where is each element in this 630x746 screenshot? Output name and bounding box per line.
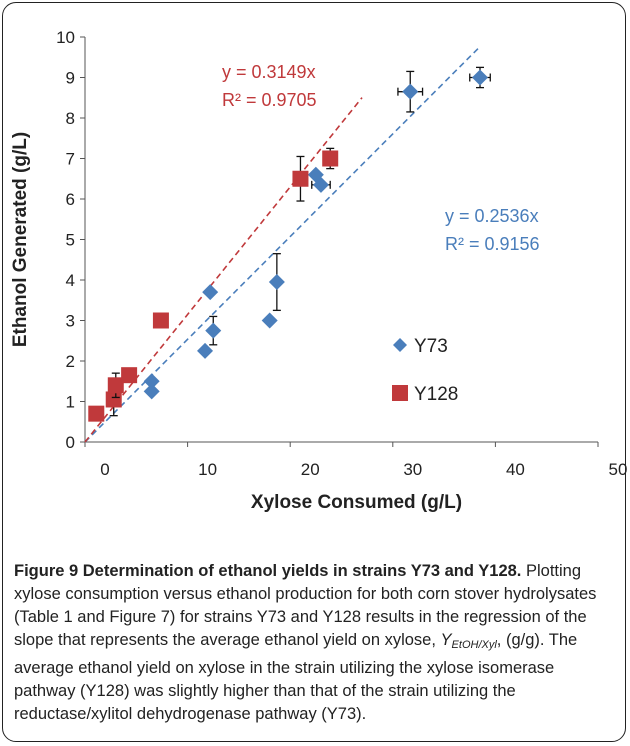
data-point-y128 [105,391,122,408]
y-tick-label: 5 [66,231,75,250]
x-tick-label: 10 [198,460,217,479]
caption-body-after: , (g/g). The average ethanol yield on xy… [14,631,578,723]
trendline-r2-y73: R² = 0.9156 [445,234,540,254]
legend-label-y128: Y128 [414,384,458,405]
y-axis-title: Ethanol Generated (g/L) [10,132,31,347]
data-point-y73 [268,274,285,291]
x-tick-label: 30 [403,460,422,479]
data-point-y73 [205,322,222,339]
data-point-y73 [197,342,214,359]
data-point-y73 [143,383,160,400]
data-point-y73 [312,176,329,193]
data-point-y73 [202,284,219,301]
y-tick-label: 10 [56,28,75,47]
y-tick-label: 3 [66,312,75,331]
y-tick-label: 2 [66,352,75,371]
x-tick-label: 40 [506,460,525,479]
data-point-y73 [472,69,489,86]
data-point-y73 [402,83,419,100]
scatter-chart: 0 1 2 3 4 5 6 7 8 9 10 0 10 20 30 40 50 Xylose Consumed (… [10,28,628,513]
data-point-y128 [88,405,105,422]
y-tick-label: 4 [66,271,75,290]
legend-marker-y73 [393,338,407,352]
y-tick-label: 1 [66,393,75,412]
y-tick-label: 8 [66,109,75,128]
trendline-y128 [84,97,363,443]
trendline-equation-y73: y = 0.2536x [445,206,539,226]
legend-marker-y128 [392,385,408,401]
x-tick-label: 50 [609,460,628,479]
data-point-y128 [152,312,169,329]
data-point-y128 [121,367,138,384]
y-tick-label: 7 [66,150,75,169]
caption-body-before: Plotting xylose consumption versus ethan… [14,562,597,649]
data-point-y73 [143,373,160,390]
yield-symbol: Y [440,631,452,649]
data-point-y128 [107,377,124,394]
x-tick-label: 20 [301,460,320,479]
x-tick-label: 0 [100,460,109,479]
data-point-y128 [292,170,309,187]
legend-label-y73: Y73 [414,336,448,357]
y-tick-label: 0 [66,433,75,452]
caption-title: Figure 9 Determination of ethanol yields… [14,562,522,580]
figure-caption: Figure 9 Determination of ethanol yields… [14,560,618,726]
y-tick-label: 9 [66,69,75,88]
y-tick-label: 6 [66,190,75,209]
trendline-r2-y128: R² = 0.9705 [222,90,317,110]
yield-symbol-subscript: EtOH/Xyl [451,639,497,651]
data-point-y73 [261,312,278,329]
data-point-y128 [322,150,339,167]
trendline-equation-y128: y = 0.3149x [222,62,316,82]
x-axis-title: Xylose Consumed (g/L) [251,492,462,513]
